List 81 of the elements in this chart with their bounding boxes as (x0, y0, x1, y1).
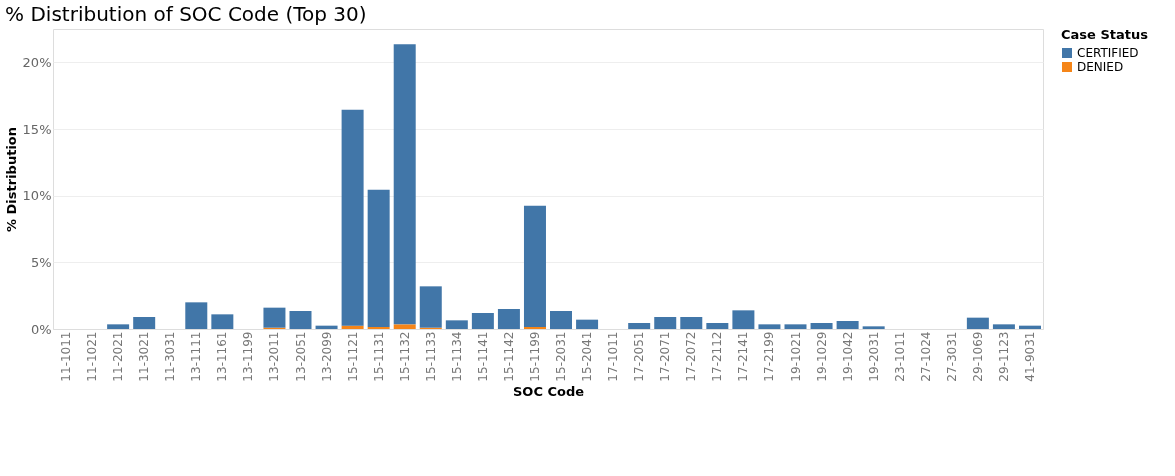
x-tick-label: 13-1161 (215, 331, 230, 382)
x-tick-label: 29-1069 (970, 331, 985, 382)
x-tick-label: 15-2031 (554, 331, 569, 382)
bar (393, 324, 416, 329)
bar (367, 189, 390, 327)
bar (784, 324, 807, 329)
x-tick-label: 11-1021 (85, 331, 100, 382)
x-tick-label: 15-1134 (449, 331, 464, 382)
x-tick-label: 27-3031 (944, 331, 959, 382)
x-tick-label: 17-2072 (684, 331, 699, 382)
bar (732, 310, 755, 329)
bar (289, 311, 312, 329)
legend-label: DENIED (1077, 60, 1124, 74)
bar (107, 324, 130, 329)
y-tick-label: 10% (22, 188, 52, 204)
chart-title: % Distribution of SOC Code (Top 30) (5, 2, 367, 26)
bar (211, 314, 234, 329)
x-tick-label: 15-1133 (423, 331, 438, 382)
bar (992, 324, 1015, 329)
bar (523, 205, 546, 327)
x-tick-label: 15-1142 (501, 331, 516, 382)
bar (419, 286, 442, 328)
bar (471, 313, 494, 329)
x-tick-label: 11-1011 (59, 331, 74, 382)
legend-label: CERTIFIED (1077, 46, 1139, 60)
bar (680, 317, 703, 329)
x-tick-label: 15-2041 (580, 331, 595, 382)
y-tick-label: 5% (30, 254, 52, 270)
x-tick-label: 11-3021 (137, 331, 152, 382)
x-tick-label: 17-2051 (632, 331, 647, 382)
x-tick-label: 13-2051 (293, 331, 308, 382)
bar (862, 326, 885, 329)
bar (1018, 325, 1041, 329)
x-tick-label: 13-1111 (189, 331, 204, 382)
bar (758, 324, 781, 329)
x-tick-label: 23-1011 (892, 331, 907, 382)
x-tick-label: 19-1021 (788, 331, 803, 382)
legend-title: Case Status (1061, 27, 1149, 42)
bar (550, 311, 573, 329)
x-tick-label: 19-2031 (866, 331, 881, 382)
x-tick-label: 15-1121 (345, 331, 360, 382)
bar (654, 317, 677, 329)
x-tick-label: 15-1132 (397, 331, 412, 382)
x-tick-label: 41-9031 (1022, 331, 1037, 382)
x-tick-label: 17-2112 (710, 331, 725, 382)
x-tick-label: 17-1011 (606, 331, 621, 382)
y-tick-label: 15% (22, 121, 52, 137)
x-tick-label: 17-2199 (762, 331, 777, 382)
bar (341, 109, 364, 326)
y-tick-label: 20% (22, 54, 52, 70)
x-tick-label: 19-1042 (840, 331, 855, 382)
bar (393, 44, 416, 325)
bar (706, 323, 729, 329)
bar (315, 325, 338, 329)
x-tick-label: 11-2021 (111, 331, 126, 382)
bar (185, 302, 208, 329)
bar (810, 323, 833, 329)
bar (263, 307, 286, 328)
x-tick-label: 19-1029 (814, 331, 829, 382)
x-tick-label: 15-1141 (475, 331, 490, 382)
bar (836, 321, 859, 329)
x-tick-label: 15-1131 (371, 331, 386, 382)
bar (628, 323, 651, 329)
bar (133, 317, 156, 329)
x-tick-label: 11-3031 (163, 331, 178, 382)
bar (497, 309, 520, 329)
x-tick-label: 13-2099 (319, 331, 334, 382)
bar (445, 320, 468, 329)
bar (966, 317, 989, 329)
x-tick-label: 29-1123 (996, 331, 1011, 382)
x-tick-label: 27-1024 (918, 331, 933, 382)
x-tick-label: 13-1199 (241, 331, 256, 382)
y-tick-label: 0% (30, 321, 52, 337)
y-axis-title: % Distribution (3, 126, 19, 233)
bar (341, 325, 364, 329)
x-tick-label: 17-2141 (736, 331, 751, 382)
x-tick-label: 17-2071 (658, 331, 673, 382)
x-tick-label: 15-1199 (527, 331, 542, 382)
x-axis-title: SOC Code (512, 383, 585, 399)
x-tick-label: 13-2011 (267, 331, 282, 382)
bar (576, 319, 599, 329)
